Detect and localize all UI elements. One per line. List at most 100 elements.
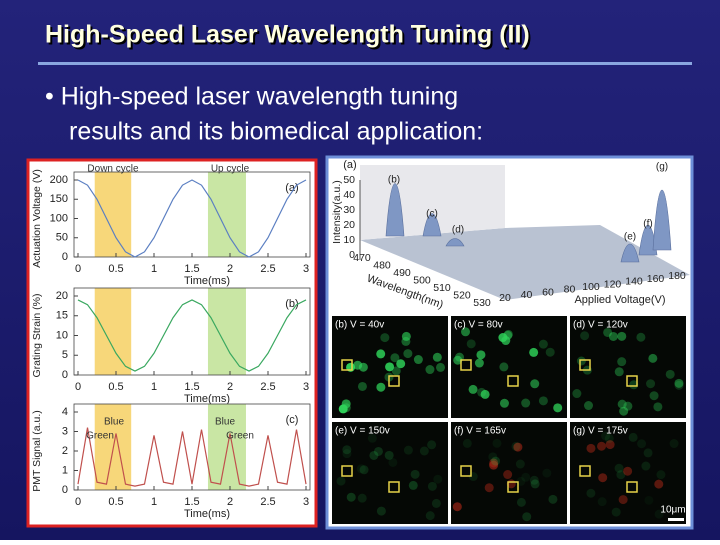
- marker-box: [388, 481, 400, 493]
- cell: [605, 440, 615, 450]
- cell: [584, 401, 594, 411]
- cell: [576, 356, 586, 366]
- x-tick-label: 500: [413, 274, 431, 286]
- cell: [538, 339, 548, 349]
- cell: [628, 432, 638, 442]
- peak: [652, 189, 672, 251]
- image-label: (d) V = 120v: [573, 320, 628, 331]
- cell: [641, 461, 651, 471]
- cell: [453, 355, 463, 365]
- cell: [614, 463, 624, 473]
- cell: [545, 347, 555, 357]
- cell: [521, 398, 531, 408]
- y-tick-label: 0: [62, 369, 68, 381]
- annotation: Green: [86, 431, 114, 442]
- z-tick-label: 180: [668, 270, 686, 282]
- x-tick-label: 1.5: [184, 381, 199, 393]
- x-tick-label: 2: [227, 381, 233, 393]
- cell: [376, 349, 386, 359]
- z-tick-label: 160: [647, 273, 665, 285]
- y-tick-label: 150: [50, 193, 68, 205]
- cell: [548, 494, 558, 504]
- cell: [376, 506, 386, 516]
- cell: [385, 362, 395, 372]
- cycle-label: Down cycle: [87, 164, 139, 175]
- cell: [637, 439, 647, 449]
- y-tick-label: 0: [349, 249, 355, 261]
- cell: [530, 379, 540, 389]
- title-rule: [38, 62, 692, 65]
- x-tick-label: 520: [453, 289, 471, 301]
- cell: [586, 443, 596, 453]
- cell: [356, 464, 366, 474]
- y-tick-label: 50: [343, 174, 355, 186]
- peak: [422, 213, 442, 237]
- y-axis-label: Grating Strain (%): [31, 293, 43, 377]
- cell: [403, 349, 413, 359]
- marker-box: [507, 481, 519, 493]
- x-tick-label: 2.5: [260, 496, 275, 508]
- cell: [617, 331, 627, 341]
- cell: [529, 347, 539, 357]
- cell: [623, 401, 633, 411]
- cell: [656, 470, 666, 480]
- cell: [359, 465, 369, 475]
- cell: [401, 331, 411, 341]
- x-tick-label: 0: [75, 263, 81, 275]
- y-tick-label: 50: [56, 232, 68, 244]
- y-tick-label: 10: [343, 234, 355, 246]
- x-tick-label: 530: [473, 297, 491, 309]
- peak-label: (b): [388, 175, 400, 186]
- cell: [436, 362, 446, 372]
- marker-box: [341, 359, 353, 371]
- floor: [360, 225, 690, 300]
- x-tick-label: 0: [75, 381, 81, 393]
- x-tick-label: 1: [151, 381, 157, 393]
- cell: [433, 474, 443, 484]
- x-tick-label: 0.5: [108, 263, 123, 275]
- cell: [617, 399, 627, 409]
- cell: [616, 470, 626, 480]
- x-tick-label: 2.5: [260, 263, 275, 275]
- cell: [357, 493, 367, 503]
- cell: [572, 389, 582, 399]
- x-tick-label: 0: [75, 496, 81, 508]
- cell: [521, 472, 531, 482]
- cell: [357, 381, 367, 391]
- cell: [598, 473, 608, 483]
- marker-box: [626, 375, 638, 387]
- cell: [413, 355, 423, 365]
- cell: [419, 446, 429, 456]
- cell: [480, 389, 490, 399]
- curve: [77, 179, 307, 258]
- shaded-region: [94, 172, 132, 257]
- cell: [408, 480, 418, 490]
- x-tick-label: 2: [227, 263, 233, 275]
- cell: [380, 333, 390, 343]
- cell: [342, 449, 352, 459]
- marker-box: [460, 359, 472, 371]
- x-tick-label: 2: [227, 496, 233, 508]
- y-tick-label: 100: [50, 212, 68, 224]
- cell: [538, 396, 548, 406]
- z-tick-label: 100: [582, 281, 600, 293]
- cell: [499, 398, 509, 408]
- cell: [373, 446, 383, 456]
- cell: [431, 498, 441, 508]
- y-tick-label: 10: [56, 329, 68, 341]
- cell: [586, 488, 596, 498]
- cell: [403, 445, 413, 455]
- cell: [503, 470, 513, 480]
- cell: [654, 509, 664, 519]
- image-label: (g) V = 175v: [573, 426, 628, 437]
- cell: [529, 475, 539, 485]
- marker-box: [341, 465, 353, 477]
- z-tick-label: 120: [604, 278, 622, 290]
- peak-label: (d): [452, 225, 464, 236]
- left-figure: [26, 158, 318, 528]
- cell: [553, 403, 563, 413]
- micrograph: [332, 422, 448, 524]
- cell: [542, 468, 552, 478]
